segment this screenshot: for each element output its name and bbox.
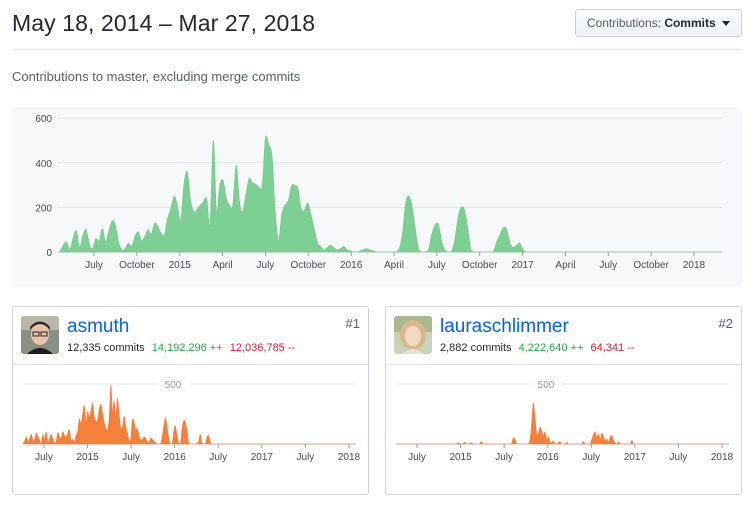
deletions-count: 64,341 --	[590, 342, 635, 354]
x-tick-label: July	[257, 260, 275, 271]
y-tick-label: 600	[35, 114, 52, 125]
deletions-count: 12,036,785 --	[229, 342, 296, 354]
x-tick-label: 2017	[511, 260, 534, 271]
y-tick-label: 500	[538, 380, 555, 391]
x-tick-label: 2015	[76, 452, 99, 463]
x-tick-label: October	[633, 260, 669, 271]
contributions-type-select[interactable]: Contributions: Commits	[574, 9, 742, 37]
additions-count: 14,192,296 ++	[151, 342, 223, 354]
x-tick-label: 2016	[164, 452, 187, 463]
x-tick-label: July	[599, 260, 617, 271]
commit-count: 2,882 commits	[440, 342, 512, 354]
page-header: May 18, 2014 – Mar 27, 2018 Contribution…	[12, 0, 742, 50]
x-tick-label: April	[555, 260, 575, 271]
area-series	[59, 135, 722, 253]
x-tick-label: July	[408, 452, 426, 463]
additions-count: 4,222,640 ++	[518, 342, 584, 354]
x-tick-label: October	[119, 260, 155, 271]
x-tick-label: 2017	[624, 452, 647, 463]
x-tick-label: July	[495, 452, 513, 463]
chart-subtitle: Contributions to master, excluding merge…	[12, 69, 301, 84]
select-value: Commits	[664, 16, 716, 30]
x-tick-label: July	[122, 452, 140, 463]
x-tick-label: 2015	[169, 260, 192, 271]
y-tick-label: 0	[46, 248, 52, 259]
x-tick-label: April	[384, 260, 404, 271]
x-tick-label: 2016	[340, 260, 363, 271]
y-tick-label: 200	[35, 203, 52, 214]
x-tick-label: 2018	[338, 452, 361, 463]
y-tick-label: 500	[165, 380, 182, 391]
caret-down-icon	[722, 21, 730, 27]
contributor-card: asmuth #1 12,335 commits 14,192,296 ++ 1…	[12, 306, 369, 495]
main-commits-chart: 0 200 400 600 July October 2015 April July Octobe…	[12, 107, 742, 287]
contributor-card: lauraschlimmer #2 2,882 commits 4,222,64…	[385, 306, 742, 495]
main-chart-svg: 0 200 400 600 July October 2015 April July Octobe…	[35, 114, 722, 271]
x-tick-label: October	[290, 260, 326, 271]
area-series	[22, 384, 356, 445]
contributor-username-link[interactable]: lauraschlimmer	[440, 316, 569, 337]
contributor-rank: #2	[718, 316, 733, 331]
avatar[interactable]	[21, 316, 59, 354]
x-tick-label: 2015	[449, 452, 472, 463]
date-range-title: May 18, 2014 – Mar 27, 2018	[12, 10, 316, 36]
x-tick-label: July	[35, 452, 53, 463]
x-tick-label: 2018	[683, 260, 706, 271]
x-tick-label: July	[582, 452, 600, 463]
commit-count: 12,335 commits	[67, 342, 145, 354]
x-tick-label: July	[85, 260, 103, 271]
x-tick-label: 2017	[251, 452, 274, 463]
y-tick-label: 400	[35, 159, 52, 170]
x-tick-label: 2016	[537, 452, 560, 463]
x-tick-label: July	[428, 260, 446, 271]
x-tick-label: July	[297, 452, 315, 463]
x-tick-label: October	[462, 260, 498, 271]
avatar[interactable]	[394, 316, 432, 354]
x-tick-label: 2018	[711, 452, 734, 463]
x-tick-label: July	[670, 452, 688, 463]
contributor-username-link[interactable]: asmuth	[67, 316, 130, 337]
select-prefix: Contributions:	[586, 16, 661, 30]
x-tick-label: July	[209, 452, 227, 463]
contributor-stats: 12,335 commits 14,192,296 ++ 12,036,785 …	[67, 342, 295, 354]
contributor-stats: 2,882 commits 4,222,640 ++ 64,341 --	[440, 342, 635, 354]
contributor-rank: #1	[345, 316, 360, 331]
area-series	[395, 402, 729, 445]
contributor-chart-svg: 500 July 2015 July 2016 July 2017 July 2018	[22, 380, 361, 463]
x-tick-label: April	[213, 260, 233, 271]
contributor-card-header: lauraschlimmer #2 2,882 commits 4,222,64…	[386, 307, 741, 365]
contributor-chart-svg: 500 July 2015 July 2016 July 2017 July 2018	[395, 380, 734, 463]
contributor-card-header: asmuth #1 12,335 commits 14,192,296 ++ 1…	[13, 307, 368, 365]
